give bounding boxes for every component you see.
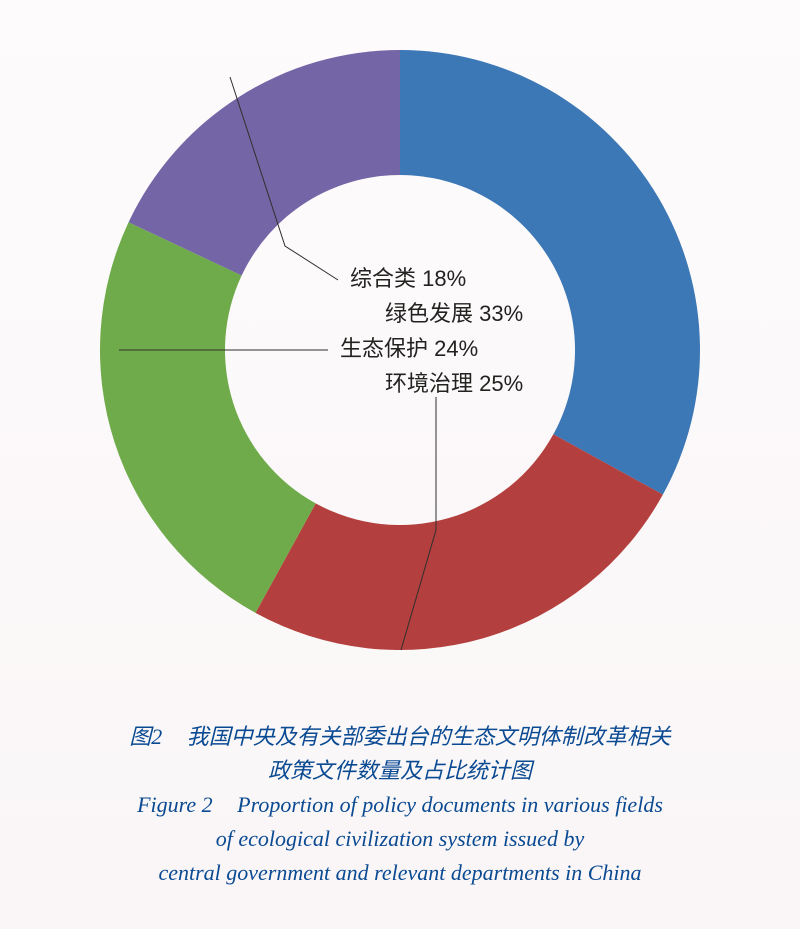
caption-en-prefix: Figure 2 [137,792,213,817]
caption-en-line3: central government and relevant departme… [158,860,641,885]
chart-label-comp: 综合类 18% [350,266,466,291]
donut-chart-container: 综合类 18% 绿色发展 33% 生态保护 24% 环境治理 25% [0,0,800,710]
caption-cn-line2: 政策文件数量及占比统计图 [268,758,532,783]
chart-label-env_gov: 环境治理 25% [385,371,523,396]
caption-en-line1: Proportion of policy documents in variou… [237,792,663,817]
figure-caption: 图2 我国中央及有关部委出台的生态文明体制改革相关 政策文件数量及占比统计图 F… [0,720,800,890]
chart-label-eco_prot: 生态保护 24% [340,336,478,361]
donut-segment-eco_prot [100,222,316,613]
caption-cn-line1: 我国中央及有关部委出台的生态文明体制改革相关 [187,724,671,749]
donut-chart: 综合类 18% 绿色发展 33% 生态保护 24% 环境治理 25% [0,0,800,710]
caption-cn-prefix: 图2 [129,724,162,749]
donut-segment-env_gov [255,434,662,650]
caption-en-line2: of ecological civilization system issued… [216,826,584,851]
chart-label-green_dev: 绿色发展 33% [385,301,523,326]
figure-page: 综合类 18% 绿色发展 33% 生态保护 24% 环境治理 25% 图2 我国中央及… [0,0,800,929]
